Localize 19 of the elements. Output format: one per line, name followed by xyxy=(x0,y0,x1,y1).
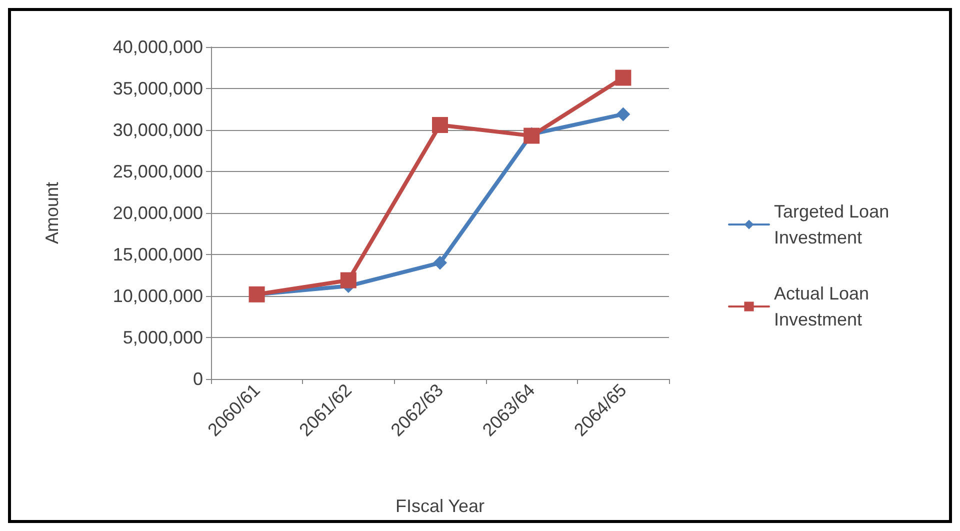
y-tick-label: 0 xyxy=(192,369,203,389)
y-tick-label: 10,000,000 xyxy=(112,286,203,306)
y-tick-label: 35,000,000 xyxy=(112,78,203,98)
legend-label: Actual Loan Investment xyxy=(774,284,874,330)
x-axis-title: FIscal Year xyxy=(395,496,485,516)
point xyxy=(433,256,447,270)
y-tick-label: 5,000,000 xyxy=(122,328,203,348)
point xyxy=(340,272,356,288)
point xyxy=(615,70,632,86)
y-tick-label: 15,000,000 xyxy=(112,244,203,264)
y-axis-title: Amount xyxy=(42,182,62,244)
point xyxy=(616,107,630,122)
y-tick-label: 25,000,000 xyxy=(112,162,203,182)
legend-label: Targeted Loan Investment xyxy=(774,202,894,248)
point xyxy=(524,128,540,144)
y-tick-label: 30,000,000 xyxy=(112,120,203,140)
y-tick-label: 20,000,000 xyxy=(112,203,203,223)
point xyxy=(432,117,448,134)
y-tick-label: 40,000,000 xyxy=(112,37,203,57)
